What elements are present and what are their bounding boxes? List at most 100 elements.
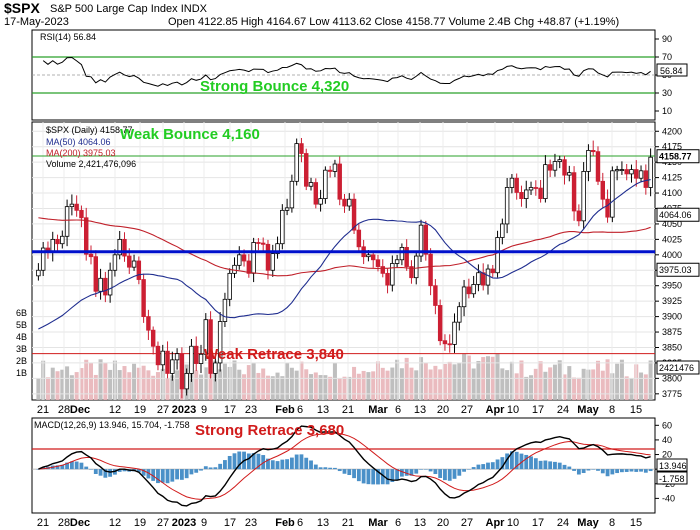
macd-histogram-bar	[361, 469, 366, 484]
candle-body	[457, 306, 462, 323]
candle-body	[203, 319, 209, 355]
x-axis-label: 21	[37, 517, 49, 529]
macd-histogram-bar	[294, 454, 299, 470]
candle-body	[576, 210, 582, 222]
macd-histogram-bar	[232, 453, 237, 470]
macd-histogram-bar	[213, 467, 218, 470]
volume-bar	[74, 372, 79, 400]
volume-bar	[50, 367, 55, 400]
macd-histogram-bar	[648, 469, 653, 472]
candle-body	[552, 161, 558, 171]
candle-body	[150, 329, 156, 347]
candle-body	[332, 163, 338, 172]
macd-histogram-bar	[409, 469, 414, 476]
candle-body	[428, 253, 433, 287]
candle-body	[327, 169, 333, 172]
macd-histogram-bar	[447, 469, 452, 481]
candle-body	[514, 177, 519, 193]
macd-histogram-bar	[509, 451, 514, 470]
ma200-legend: MA(200) 3975.03	[46, 148, 116, 158]
volume-bar	[533, 368, 538, 400]
volume-bar	[371, 371, 376, 400]
x-axis-label: 10	[507, 404, 519, 416]
candle-body	[347, 198, 352, 207]
macd-histogram-bar	[557, 462, 562, 470]
price-tick-label: 4050	[662, 219, 682, 229]
macd-histogram-bar	[538, 460, 543, 470]
volume-bar	[576, 377, 581, 400]
rsi-value-badge: 56.84	[660, 66, 683, 76]
candle-body	[289, 180, 295, 209]
volume-bar	[117, 370, 122, 400]
candle-body	[241, 254, 247, 262]
volume-bar	[69, 375, 74, 400]
x-axis-label: Apr	[486, 404, 506, 416]
candle-body	[64, 206, 70, 237]
candle-body	[131, 260, 137, 268]
candle-body	[643, 170, 649, 188]
x-axis-label: 20	[437, 404, 449, 416]
x-axis-label: Mar	[368, 404, 388, 416]
macd-histogram-bar	[60, 464, 65, 470]
candle-body	[284, 207, 290, 211]
macd-histogram-bar	[433, 469, 438, 475]
candle-body	[394, 259, 400, 264]
macd-tick-label: 40	[662, 435, 672, 445]
macd-histogram-bar	[591, 469, 596, 470]
volume-bar	[562, 374, 567, 400]
ma50-legend: MA(50) 4064.06	[46, 137, 111, 147]
x-axis-label: 21	[342, 517, 354, 529]
macd-histogram-bar	[146, 469, 151, 479]
macd-histogram-bar	[462, 469, 466, 472]
volume-bar	[385, 370, 390, 400]
candle-body	[418, 224, 424, 257]
volume-bar	[127, 372, 132, 400]
x-axis-label: 6	[395, 404, 401, 416]
volume-bar	[538, 361, 543, 400]
macd-histogram-bar	[266, 458, 270, 470]
volume-bar	[409, 367, 414, 400]
macd-histogram-bar	[108, 469, 113, 477]
volume-bar	[251, 363, 256, 400]
candle-body	[619, 169, 625, 171]
candle-body	[227, 272, 232, 300]
macd-histogram-bar	[366, 469, 371, 485]
macd-histogram-bar	[342, 469, 347, 474]
candle-body	[98, 277, 103, 292]
macd-histogram-bar	[36, 469, 41, 470]
macd-histogram-bar	[514, 451, 519, 470]
volume-bar	[132, 363, 137, 400]
volume-bar	[122, 366, 127, 400]
volume-bar	[399, 368, 404, 400]
volume-bar	[356, 373, 361, 400]
candle-body	[208, 319, 213, 374]
macd-histogram-bar	[390, 469, 395, 483]
macd-histogram-bar	[615, 469, 620, 474]
volume-tick-label: 5B	[16, 320, 27, 330]
x-axis-label: 21	[342, 404, 354, 416]
macd-tick-label: 60	[662, 420, 672, 430]
macd-histogram-bar	[156, 469, 160, 484]
macd-histogram-bar	[246, 453, 251, 470]
volume-bar	[648, 360, 653, 400]
volume-bar	[256, 372, 261, 400]
x-axis-label: 6	[395, 517, 401, 529]
candle-body	[103, 277, 108, 296]
volume-bar	[423, 362, 428, 400]
candle-body	[112, 254, 118, 271]
price-panel: $SPX (Daily) 4158.77 MA(50) 4064.06 MA(2…	[16, 121, 700, 401]
macd-histogram-bar	[328, 467, 333, 470]
volume-bar	[591, 369, 596, 400]
price-tick-label: 4100	[662, 188, 682, 198]
macd-histogram-bar	[596, 469, 600, 471]
volume-bar	[79, 368, 84, 400]
candle-body	[519, 192, 524, 200]
volume-bar	[428, 369, 433, 400]
macd-hist-badge: -1.758	[659, 474, 685, 484]
macd-histogram-bar	[89, 469, 93, 470]
value-badge-ma50: 4064.06	[659, 210, 692, 220]
candle-body	[595, 151, 601, 182]
volume-bar	[155, 372, 160, 400]
value-badge-frame	[656, 262, 700, 277]
macd-histogram-bar	[93, 469, 98, 474]
